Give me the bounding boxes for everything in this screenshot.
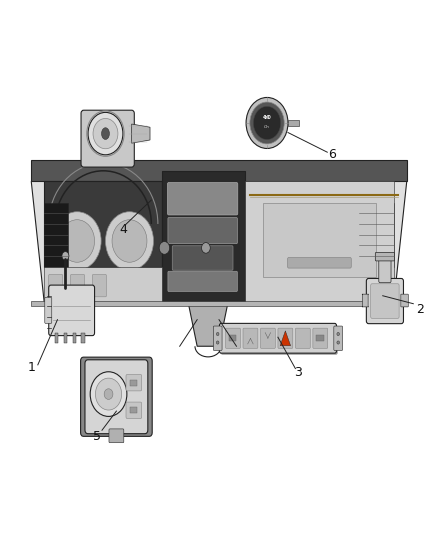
Polygon shape — [44, 266, 162, 304]
FancyBboxPatch shape — [167, 182, 238, 215]
FancyBboxPatch shape — [362, 294, 368, 307]
Circle shape — [337, 341, 339, 344]
Text: 4WD: 4WD — [263, 115, 271, 120]
FancyBboxPatch shape — [379, 259, 391, 282]
FancyBboxPatch shape — [371, 284, 399, 318]
Circle shape — [201, 243, 210, 253]
FancyBboxPatch shape — [226, 328, 240, 349]
Circle shape — [159, 241, 170, 254]
Polygon shape — [188, 304, 228, 346]
FancyBboxPatch shape — [71, 274, 85, 297]
Text: 2: 2 — [416, 303, 424, 316]
Polygon shape — [263, 203, 376, 277]
Ellipse shape — [102, 128, 110, 140]
FancyBboxPatch shape — [126, 374, 142, 391]
Circle shape — [60, 220, 95, 262]
FancyBboxPatch shape — [278, 328, 293, 349]
Polygon shape — [245, 181, 394, 304]
Bar — [229, 335, 237, 342]
FancyBboxPatch shape — [49, 285, 95, 336]
Circle shape — [88, 112, 123, 155]
FancyBboxPatch shape — [295, 328, 310, 349]
Text: 3: 3 — [293, 366, 301, 379]
FancyBboxPatch shape — [313, 328, 328, 349]
Polygon shape — [359, 203, 394, 266]
FancyBboxPatch shape — [221, 325, 338, 355]
FancyBboxPatch shape — [213, 326, 222, 351]
Bar — [316, 335, 324, 342]
Bar — [131, 407, 138, 413]
Text: On: On — [264, 125, 270, 129]
Text: 4: 4 — [119, 223, 127, 236]
Bar — [73, 333, 76, 343]
FancyBboxPatch shape — [243, 328, 258, 349]
FancyBboxPatch shape — [109, 429, 124, 443]
Circle shape — [250, 102, 284, 144]
FancyBboxPatch shape — [366, 278, 403, 324]
FancyBboxPatch shape — [168, 217, 237, 244]
Circle shape — [53, 212, 101, 270]
Circle shape — [112, 220, 147, 262]
FancyBboxPatch shape — [126, 402, 142, 418]
Polygon shape — [132, 124, 150, 143]
FancyBboxPatch shape — [92, 274, 106, 297]
FancyBboxPatch shape — [334, 326, 343, 351]
Circle shape — [106, 212, 153, 270]
FancyBboxPatch shape — [81, 110, 134, 167]
FancyBboxPatch shape — [45, 297, 52, 324]
Bar — [81, 333, 85, 343]
Circle shape — [93, 118, 118, 149]
Circle shape — [254, 107, 281, 140]
Bar — [64, 333, 67, 343]
FancyBboxPatch shape — [219, 324, 336, 353]
FancyBboxPatch shape — [401, 294, 408, 307]
FancyBboxPatch shape — [288, 257, 351, 268]
Circle shape — [337, 333, 339, 336]
FancyBboxPatch shape — [85, 360, 148, 434]
Circle shape — [216, 333, 219, 336]
Polygon shape — [44, 181, 162, 266]
Polygon shape — [31, 181, 407, 304]
Bar — [55, 333, 58, 343]
FancyBboxPatch shape — [172, 246, 233, 270]
Circle shape — [90, 372, 127, 416]
Text: 1: 1 — [27, 361, 35, 374]
Polygon shape — [288, 120, 299, 126]
Text: 6: 6 — [328, 148, 336, 161]
Circle shape — [62, 252, 69, 260]
Bar — [131, 379, 138, 385]
Text: 5: 5 — [93, 430, 101, 443]
Polygon shape — [280, 331, 290, 346]
FancyBboxPatch shape — [81, 357, 152, 437]
FancyBboxPatch shape — [261, 328, 276, 349]
Circle shape — [104, 389, 113, 399]
FancyBboxPatch shape — [49, 274, 63, 297]
FancyBboxPatch shape — [168, 271, 237, 292]
Polygon shape — [31, 301, 407, 306]
Polygon shape — [162, 171, 245, 304]
Circle shape — [246, 98, 288, 149]
Polygon shape — [31, 160, 407, 181]
Circle shape — [95, 378, 122, 410]
FancyBboxPatch shape — [375, 253, 395, 261]
Circle shape — [216, 341, 219, 344]
Polygon shape — [44, 203, 68, 266]
